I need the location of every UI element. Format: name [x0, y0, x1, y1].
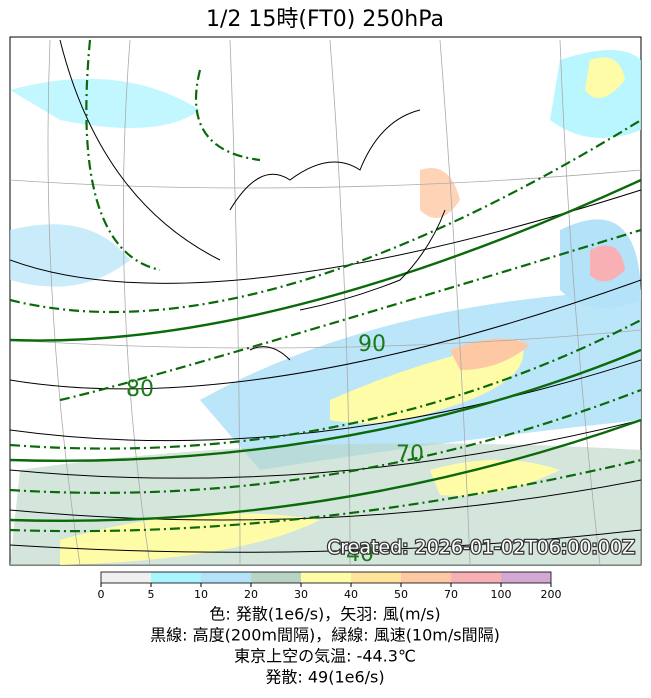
colorbar-segment	[151, 572, 201, 583]
contour-label: 70	[396, 442, 424, 467]
colorbar-frame	[100, 571, 552, 584]
colorbar-segment	[101, 572, 151, 583]
colorbar-tick-label: 0	[98, 588, 105, 601]
colorbar-tick-label: 30	[294, 588, 308, 601]
map-title: 1/2 15時(FT0) 250hPa	[206, 7, 444, 32]
caption: 発散: 49(1e6/s)	[265, 668, 384, 687]
caption: 東京上空の気温: -44.3℃	[234, 647, 416, 666]
colorbar-segment	[501, 572, 551, 583]
colorbar-tick-label: 70	[444, 588, 458, 601]
colorbar-tick-label: 10	[194, 588, 208, 601]
colorbar-tick-label: 200	[541, 588, 562, 601]
colorbar-segment	[301, 572, 351, 583]
contour-label: 90	[358, 332, 386, 357]
colorbar-tick-label: 5	[148, 588, 155, 601]
colorbar-segment	[251, 572, 301, 583]
colorbar-tick-label: 20	[244, 588, 258, 601]
colorbar-tick-label: 100	[491, 588, 512, 601]
colorbar: 0 5 10 20 30 40 50 70 100 200	[98, 571, 562, 601]
contour-label: 80	[126, 377, 154, 402]
created-stamp: Created: 2026-01-02T06:00:00Z	[327, 537, 635, 559]
colorbar-segment	[351, 572, 401, 583]
colorbar-segment	[201, 572, 251, 583]
map-field	[10, 39, 641, 565]
colorbar-segment	[451, 572, 501, 583]
caption: 色: 発散(1e6/s)，矢羽: 風(m/s)	[209, 605, 440, 624]
map: 80 90 70 40 Created: 2026-01-02T06:00:00…	[9, 36, 642, 567]
caption: 黒線: 高度(200m間隔)，緑線: 風速(10m/s間隔)	[150, 626, 500, 645]
colorbar-segment	[401, 572, 451, 583]
colorbar-tick-label: 50	[394, 588, 408, 601]
contour-label: 40	[346, 542, 374, 567]
colorbar-tick-label: 40	[344, 588, 358, 601]
